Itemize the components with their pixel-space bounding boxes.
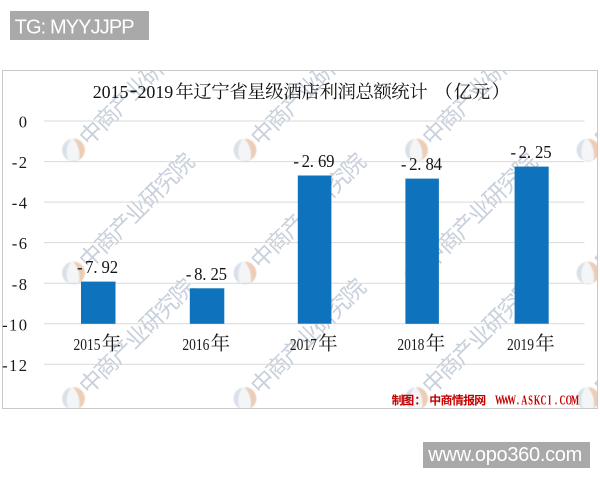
svg-text:2015: 2015 [93, 82, 129, 102]
svg-text:-2.69: -2.69 [293, 152, 334, 172]
svg-text:-8: -8 [12, 275, 29, 294]
svg-text:-7.92: -7.92 [77, 258, 118, 278]
svg-text:-4: -4 [12, 194, 29, 213]
svg-text:-2: -2 [12, 153, 29, 172]
svg-text:-12: -12 [2, 356, 28, 375]
svg-text:2019: 2019 [507, 337, 534, 354]
svg-text:-10: -10 [2, 315, 28, 334]
svg-text:2015: 2015 [74, 337, 101, 354]
svg-text:2019: 2019 [137, 82, 173, 102]
svg-text:2017: 2017 [290, 337, 317, 354]
svg-text:www.opo360.com: www.opo360.com [427, 444, 582, 466]
svg-text:2018: 2018 [397, 337, 424, 354]
svg-text:TG: MYYJJPP: TG: MYYJJPP [15, 17, 135, 39]
svg-text:-6: -6 [12, 234, 29, 253]
svg-text:WWW.ASKCI.COM: WWW.ASKCI.COM [495, 394, 579, 408]
svg-text:0: 0 [19, 113, 29, 132]
svg-text:2016: 2016 [182, 337, 209, 354]
